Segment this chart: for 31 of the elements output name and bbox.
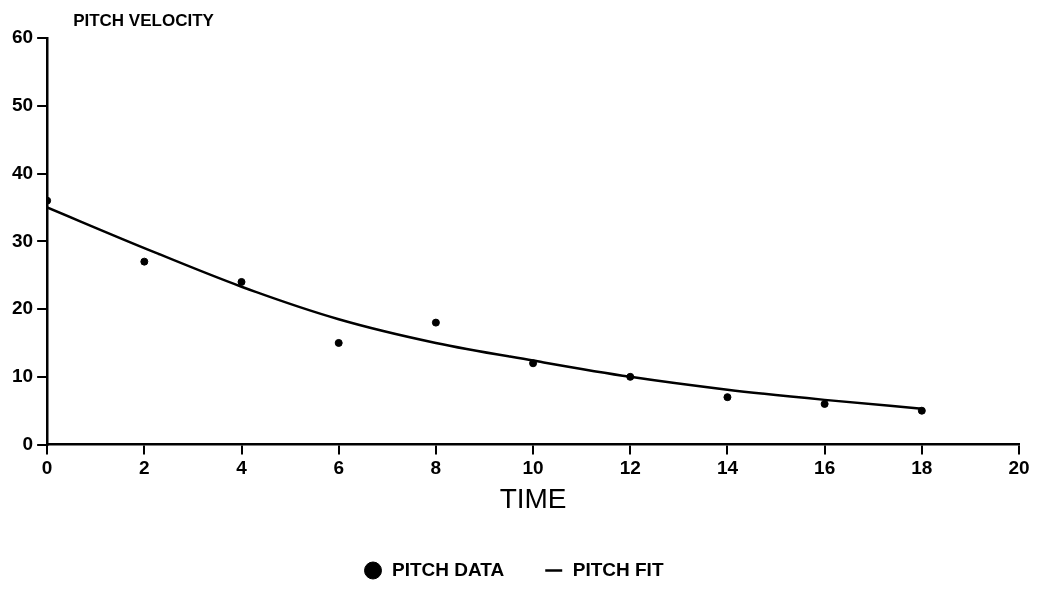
y-axis-title: PITCH VELOCITY: [73, 11, 215, 31]
x-tick-label: 0: [41, 457, 53, 479]
point: [431, 318, 440, 327]
y-tick-label: 40: [11, 161, 34, 183]
point: [529, 359, 538, 368]
y-tick-label: 60: [11, 26, 34, 48]
x-tick-label: 18: [911, 457, 933, 479]
y-tick-label: 20: [11, 297, 34, 319]
x-tick-label: 6: [333, 457, 344, 479]
point: [626, 372, 635, 381]
point: [140, 257, 149, 266]
y-tick-label: 50: [11, 94, 34, 115]
y-tick-label: 10: [11, 365, 34, 387]
x-tick-label: 2: [139, 457, 150, 479]
x-tick-label: 4: [236, 457, 248, 479]
x-tick-label: 8: [430, 457, 442, 479]
legend-label: PITCH DATA: [392, 558, 505, 580]
x-tick-label: 10: [522, 457, 544, 479]
x-tick-label: 12: [619, 457, 641, 479]
point: [237, 277, 246, 286]
x-tick-label: 20: [1008, 457, 1030, 479]
legend-label: PITCH FIT: [572, 558, 664, 580]
y-tick-label: 0: [22, 432, 34, 454]
point: [917, 406, 926, 415]
x-tick-label: 16: [814, 457, 836, 479]
point: [820, 399, 829, 408]
x-tick-label: 14: [716, 457, 739, 479]
y-tick-label: 30: [11, 229, 34, 251]
point: [334, 338, 343, 347]
x-axis-title: TIME: [499, 482, 567, 514]
point: [723, 393, 732, 402]
